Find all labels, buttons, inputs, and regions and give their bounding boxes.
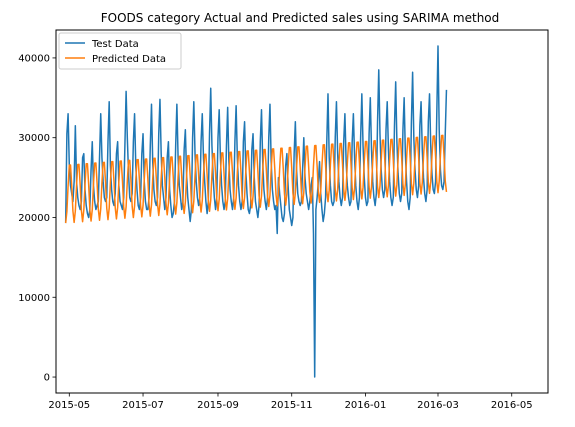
x-tick-label: 2015-07: [122, 400, 164, 411]
y-tick-label: 20000: [18, 213, 50, 224]
y-tick-label: 0: [44, 373, 50, 384]
y-tick-label: 30000: [18, 133, 50, 144]
plot-frame: [55, 29, 549, 394]
x-tick-label: 2015-09: [197, 400, 239, 411]
chart-title: FOODS category Actual and Predicted sale…: [101, 11, 500, 25]
x-tick-label: 2015-05: [48, 400, 90, 411]
y-tick-label: 10000: [18, 293, 50, 304]
y-tick-label: 40000: [18, 53, 50, 64]
x-tick-label: 2016-01: [345, 400, 387, 411]
series-line-predicted-data: [64, 134, 448, 224]
legend: Test Data Predicted Data: [58, 32, 182, 70]
series-line-test-data: [64, 45, 448, 378]
x-tick-label: 2015-11: [271, 400, 313, 411]
legend-box: [58, 32, 182, 70]
legend-label-test-data: Test Data: [91, 39, 139, 50]
legend-label-predicted-data: Predicted Data: [92, 54, 166, 65]
x-tick-label: 2016-05: [491, 400, 533, 411]
x-tick-label: 2016-03: [417, 400, 459, 411]
plot-area: [56, 30, 548, 393]
